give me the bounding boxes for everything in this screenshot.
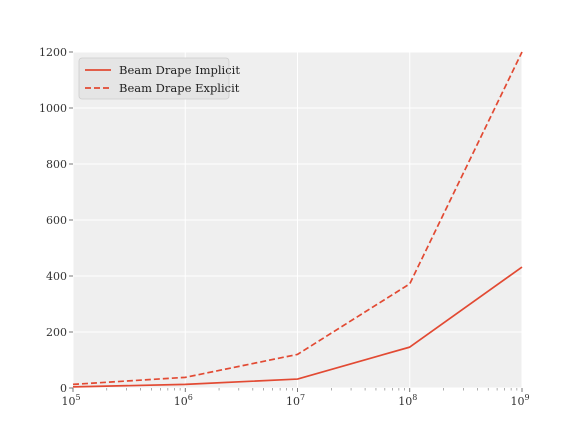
x-tick-label: 107 xyxy=(286,393,305,408)
y-axis: 0 200 400 600 800 1000 1200 xyxy=(39,46,73,395)
y-tick-label: 400 xyxy=(46,270,67,283)
y-tick-label: 600 xyxy=(46,214,67,227)
y-tick-label: 800 xyxy=(46,158,67,171)
y-tick-label: 0 xyxy=(60,382,67,395)
x-tick-label: 105 xyxy=(61,393,80,408)
y-tick-label: 200 xyxy=(46,326,67,339)
x-tick-label: 108 xyxy=(398,393,417,408)
y-tick-label: 1200 xyxy=(39,46,67,59)
x-tick-label: 106 xyxy=(174,393,193,408)
x-tick-label: 109 xyxy=(510,393,529,408)
y-tick-label: 1000 xyxy=(39,102,67,115)
series-lines xyxy=(72,51,523,388)
legend: Beam Drape Implicit Beam Drape Explicit xyxy=(78,57,240,100)
legend-label: Beam Drape Explicit xyxy=(119,81,240,95)
legend-label: Beam Drape Implicit xyxy=(119,63,240,77)
x-axis: 105 106 107 108 109 xyxy=(61,388,530,408)
legend-box xyxy=(78,57,230,100)
series-line xyxy=(72,51,523,386)
series-line xyxy=(72,266,523,388)
